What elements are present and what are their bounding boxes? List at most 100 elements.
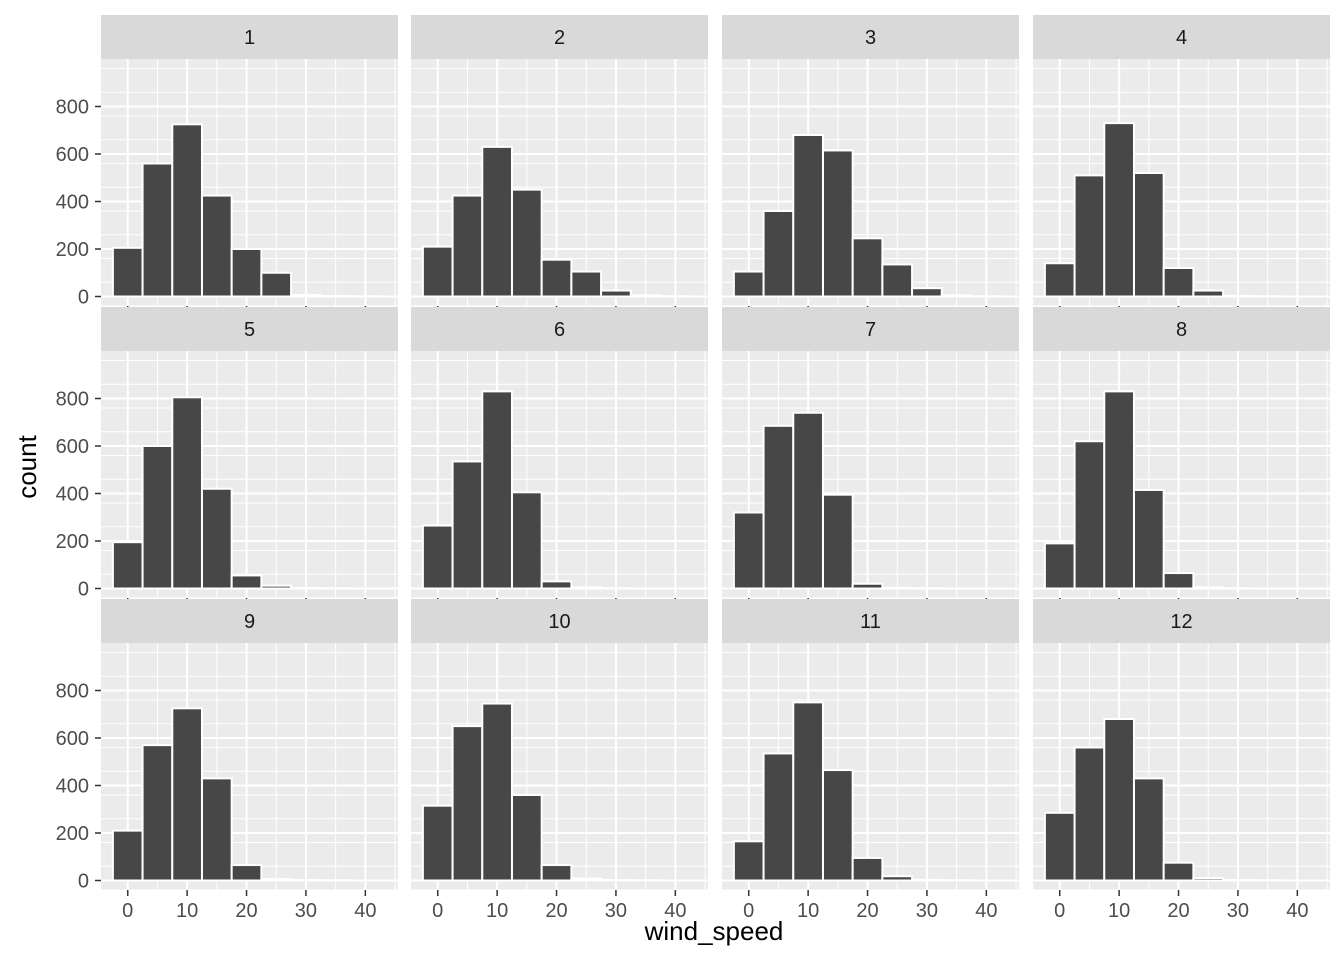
histogram-bar (510, 188, 543, 298)
histogram-bar (911, 878, 943, 882)
histogram-bar (762, 752, 795, 882)
facet-panel-8: 8 (1033, 307, 1330, 604)
y-tick-label: 400 (56, 776, 89, 798)
histogram-bar (851, 582, 884, 590)
facet-panel-11: 11 0 10 20 30 40 (722, 599, 1019, 922)
histogram-bar (260, 271, 293, 298)
facet-strip (101, 307, 398, 351)
x-tick-label: 20 (545, 900, 567, 922)
histogram-bar (881, 263, 914, 298)
histogram-bar (1073, 174, 1106, 298)
facet-strip (1033, 15, 1330, 59)
facet-panel-12: 12 0 10 20 30 40 (1033, 599, 1330, 922)
facet-strip-label: 10 (548, 611, 570, 633)
histogram-bar (141, 445, 174, 590)
x-axis-title: wind_speed (644, 916, 784, 946)
histogram-bar (421, 245, 454, 298)
x-tick-label: 10 (486, 900, 508, 922)
histogram-bar (1103, 390, 1135, 590)
histogram-bar (200, 777, 233, 882)
facet-strip-label: 1 (244, 27, 255, 49)
y-tick-label: 400 (56, 192, 89, 214)
histogram-bar (451, 725, 484, 882)
histogram-bar (1132, 777, 1165, 882)
histogram-bar (540, 864, 573, 882)
histogram-bar (629, 294, 662, 298)
x-tick-label: 30 (605, 900, 627, 922)
facet-strip (722, 307, 1019, 351)
facet-strip-label: 4 (1176, 27, 1187, 49)
histogram-bar (881, 875, 914, 882)
x-tick-label: 0 (432, 900, 443, 922)
facet-strip-label: 5 (244, 319, 255, 341)
histogram-bar (1043, 262, 1076, 298)
y-axis-title: count (12, 434, 42, 498)
histogram-bar (821, 493, 854, 590)
histogram-bar (141, 744, 174, 882)
facet-panel-6: 6 (411, 307, 708, 604)
histogram-bar (111, 541, 144, 590)
facet-strip-label: 11 (860, 611, 881, 633)
histogram-bar (230, 574, 263, 590)
facet-strip (411, 15, 708, 59)
y-tick-label: 200 (56, 531, 89, 553)
x-tick-label: 0 (743, 900, 754, 922)
facet-strip (411, 599, 708, 643)
facet-strip (1033, 307, 1330, 351)
histogram-bar (821, 149, 854, 298)
histogram-bar (111, 829, 144, 882)
x-tick-label: 10 (1108, 900, 1130, 922)
histogram-bar (171, 707, 203, 882)
histogram-bar (732, 511, 765, 590)
histogram-bar (141, 162, 174, 298)
histogram-bar (510, 491, 543, 590)
x-tick-label: 30 (295, 900, 317, 922)
histogram-bar (821, 769, 854, 882)
histogram-bar (1043, 542, 1076, 590)
facet-panel-9: 9 0 200 400 600 800 0 10 20 30 40 (56, 599, 398, 922)
facet-strip-label: 2 (554, 27, 565, 49)
x-tick-label: 40 (354, 900, 376, 922)
facet-strip (101, 15, 398, 59)
histogram-bar (1192, 289, 1225, 298)
x-tick-label: 40 (975, 900, 997, 922)
facet-strip-label: 12 (1170, 611, 1192, 633)
histogram-bar (1132, 172, 1165, 298)
histogram-bar (481, 390, 513, 590)
histogram-bar (200, 194, 233, 298)
x-tick-label: 40 (664, 900, 686, 922)
histogram-bar (1103, 122, 1135, 298)
histogram-bar (540, 580, 573, 590)
histogram-bar (451, 194, 484, 298)
facet-strip-label: 8 (1176, 319, 1187, 341)
histogram-bar (600, 289, 632, 298)
histogram-bar (1192, 877, 1225, 882)
histogram-bar (1162, 267, 1195, 298)
facet-strip (722, 15, 1019, 59)
y-tick-label: 200 (56, 823, 89, 845)
histogram-bar (1103, 718, 1135, 882)
y-tick-label: 800 (56, 681, 89, 703)
histogram-bar (1192, 586, 1225, 590)
histogram-bar (1162, 572, 1195, 590)
facet-strip-label: 9 (244, 611, 255, 633)
histogram-bar (732, 840, 765, 882)
histogram-bar (230, 864, 263, 882)
facet-strip-label: 7 (865, 319, 876, 341)
histogram-bar (1043, 811, 1076, 882)
x-tick-label: 20 (1167, 900, 1189, 922)
histogram-bar (230, 248, 263, 298)
histogram-bar (481, 145, 513, 298)
x-tick-label: 30 (916, 900, 938, 922)
x-tick-label: 20 (235, 900, 257, 922)
y-tick-label: 200 (56, 239, 89, 261)
facet-strip (101, 599, 398, 643)
y-tick-label: 600 (56, 728, 89, 750)
histogram-bar (792, 411, 824, 590)
histogram-bar (540, 258, 573, 298)
histogram-bar (881, 586, 914, 590)
histogram-bar (111, 246, 144, 298)
histogram-bar (421, 524, 454, 590)
histogram-bar (1132, 488, 1165, 590)
facet-strip (1033, 599, 1330, 643)
